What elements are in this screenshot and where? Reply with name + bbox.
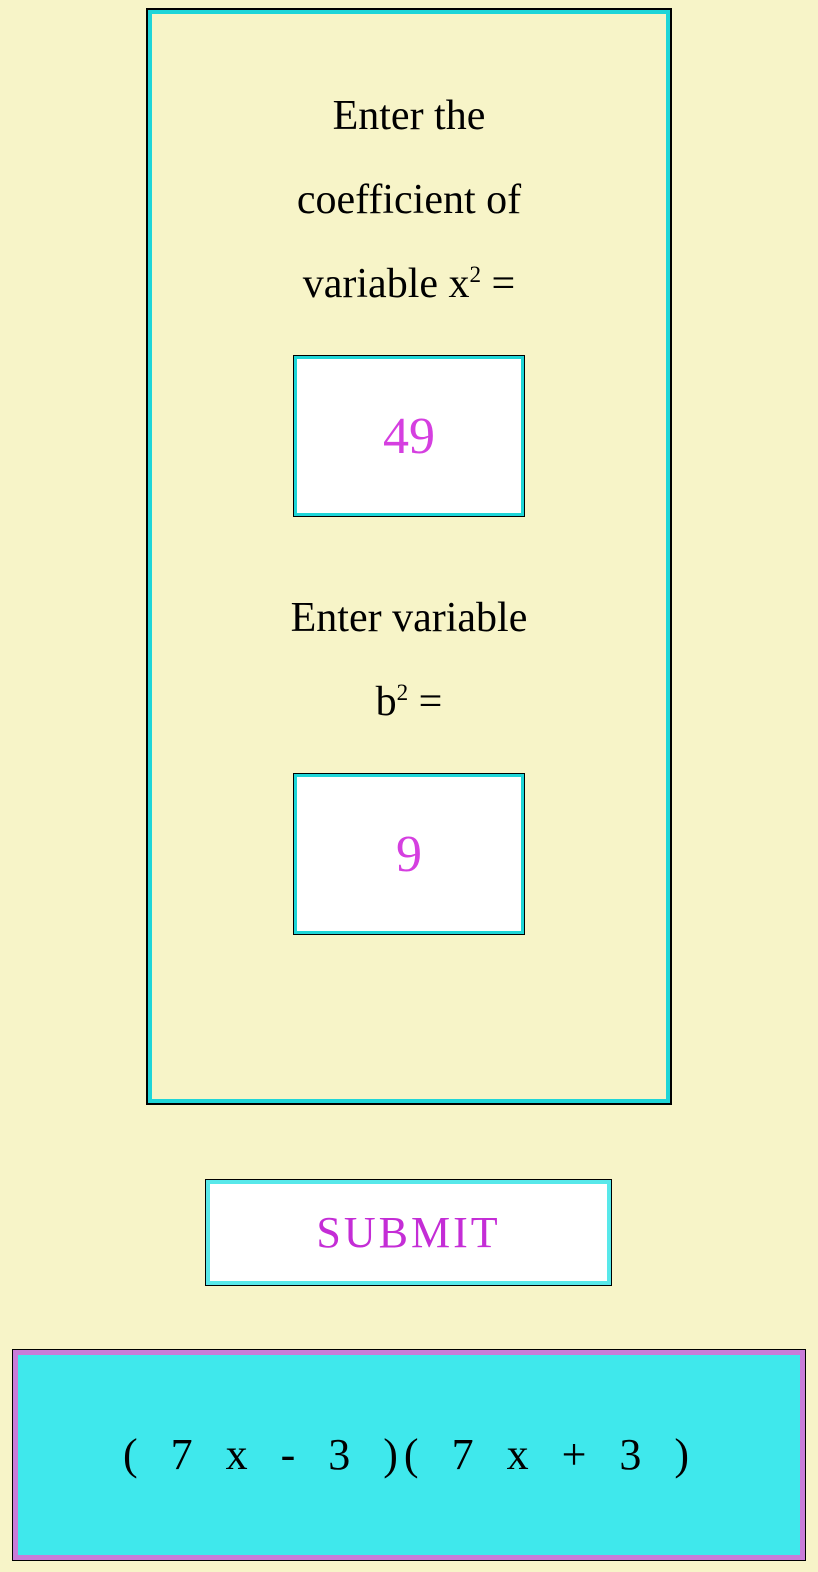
prompt-b-squared: Enter variable b2 = [182, 576, 636, 744]
prompt-line: Enter variable [291, 595, 528, 641]
prompt-line-prefix: b [376, 679, 397, 725]
prompt-coefficient: Enter the coefficient of variable x2 = [182, 74, 636, 326]
exponent: 2 [470, 261, 482, 287]
prompt-line: Enter the [333, 93, 486, 139]
submit-button[interactable]: SUBMIT [206, 1180, 611, 1285]
b-squared-input[interactable]: 9 [294, 774, 524, 934]
prompt-line: coefficient of [297, 177, 521, 223]
input-card: Enter the coefficient of variable x2 = 4… [148, 10, 670, 1103]
prompt-line-prefix: variable x [303, 261, 470, 307]
prompt-line-suffix: = [408, 679, 442, 725]
prompt-line-suffix: = [481, 261, 515, 307]
result-display: ( 7 x - 3 )( 7 x + 3 ) [13, 1350, 805, 1560]
exponent: 2 [397, 679, 409, 705]
coefficient-input[interactable]: 49 [294, 356, 524, 516]
